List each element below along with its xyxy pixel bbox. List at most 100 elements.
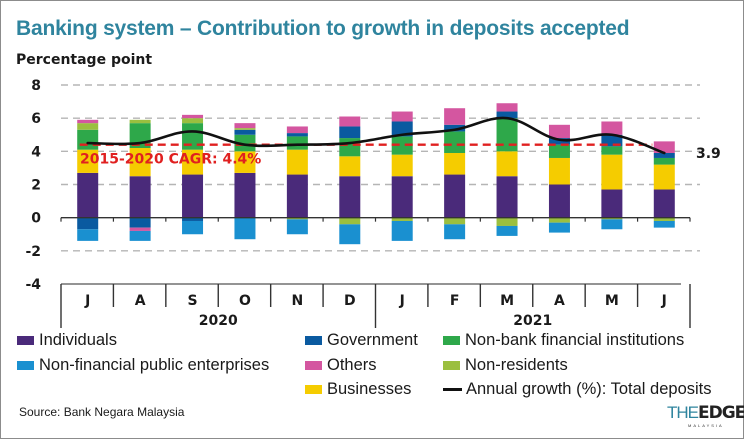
bar-segment-government <box>496 111 518 119</box>
bar-segment-others <box>601 121 623 135</box>
bar-segment-individuals <box>653 189 675 218</box>
legend-item-nonresidents: Non-residents <box>443 356 568 375</box>
bar-segment-government <box>391 121 413 137</box>
legend-label: Non-bank financial institutions <box>465 331 685 349</box>
bars <box>77 103 675 245</box>
bar-segment-businesses <box>391 154 413 177</box>
x-tick-label: A <box>554 293 565 309</box>
bar-segment-nonresidents <box>77 123 99 130</box>
bar-segment-individuals <box>601 189 623 218</box>
bar-segment-businesses <box>548 157 570 185</box>
legend-item-nfpe: Non-financial public enterprises <box>17 356 269 375</box>
y-tick-label: -4 <box>25 277 41 293</box>
logo-edge: EDGE <box>698 403 744 423</box>
bar-segment-others <box>548 124 570 139</box>
bar-segment-individuals <box>286 174 308 218</box>
bar-segment-nfpe <box>182 220 204 235</box>
bar-segment-businesses <box>496 151 518 177</box>
bar-segment-others <box>653 141 675 153</box>
x-tick-label: M <box>605 293 619 309</box>
bar-segment-others <box>391 111 413 122</box>
bar-segment-nfpe <box>286 219 308 235</box>
bar-segment-nonresidents <box>496 217 518 226</box>
legend-swatch-nonresidents <box>443 361 460 370</box>
bar-segment-businesses <box>286 149 308 175</box>
bar-segment-nbfi <box>391 136 413 155</box>
bar-segment-nbfi <box>653 157 675 165</box>
bar-segment-government <box>601 134 623 147</box>
legend-label: Government <box>327 331 418 349</box>
legend-swatch-government <box>305 336 322 345</box>
bar-segment-others <box>339 116 361 127</box>
x-tick-label: N <box>292 293 304 309</box>
bar-segment-businesses <box>234 151 256 173</box>
reference-line-group: 2015-2020 CAGR: 4.4% <box>79 143 653 168</box>
bar-segment-government <box>182 217 204 221</box>
x-tick-label: J <box>399 293 405 309</box>
bar-segment-individuals <box>129 176 151 218</box>
bar-segment-individuals <box>391 176 413 218</box>
chart-title: Banking system – Contribution to growth … <box>16 17 630 40</box>
year-label: 2021 <box>513 313 552 329</box>
x-tick-label: D <box>344 293 356 309</box>
legend-item-total-growth: Annual growth (%): Total deposits <box>443 380 712 399</box>
legend-swatch-individuals <box>17 336 34 345</box>
bar-segment-nbfi <box>548 144 570 158</box>
bar-segment-individuals <box>77 172 99 218</box>
legend-label: Individuals <box>39 331 117 349</box>
bar-segment-businesses <box>601 154 623 190</box>
bar-segment-nonresidents <box>234 128 256 130</box>
legend-item-others: Others <box>305 356 377 375</box>
total-growth-line <box>86 116 666 155</box>
bar-segment-nbfi <box>286 136 308 150</box>
x-tick-label: O <box>239 293 251 309</box>
legend-label: Others <box>327 356 377 374</box>
bar-segment-government <box>77 217 99 230</box>
cagr-label: 2015-2020 CAGR: 4.4% <box>80 152 261 168</box>
bar-segment-nonresidents <box>286 217 308 220</box>
bar-segment-others <box>496 103 518 112</box>
bar-segment-nbfi <box>601 146 623 155</box>
bar-segment-government <box>129 217 151 228</box>
legend-item-nbfi: Non-bank financial institutions <box>443 331 684 350</box>
bar-segment-individuals <box>339 176 361 218</box>
y-tick-labels: 8 6 4 2 0 -2 -4 <box>25 78 41 293</box>
bar-segment-nfpe <box>339 224 361 245</box>
x-tick-label: F <box>450 293 460 309</box>
logo-subtitle: MALAYSIA <box>688 423 724 428</box>
bar-segment-others <box>77 119 99 124</box>
bar-segment-individuals <box>548 184 570 218</box>
bar-segment-nfpe <box>548 222 570 233</box>
legend-swatch-nfpe <box>17 361 34 370</box>
bar-segment-others <box>129 227 151 231</box>
gridlines <box>61 84 700 252</box>
bar-segment-nfpe <box>234 217 256 240</box>
y-axis-label: Percentage point <box>16 52 153 68</box>
legend-label: Annual growth (%): Total deposits <box>466 380 712 398</box>
bar-segment-others <box>234 123 256 129</box>
y-tick-label: -2 <box>25 244 41 260</box>
bar-segment-nfpe <box>653 220 675 228</box>
bar-segment-nonresidents <box>601 217 623 220</box>
bar-segment-government <box>653 152 675 158</box>
x-tick-label: J <box>661 293 667 309</box>
y-tick-label: 4 <box>31 144 41 160</box>
bar-segment-nfpe <box>444 224 466 240</box>
y-tick-label: 8 <box>31 78 41 94</box>
bar-segment-others <box>286 126 308 134</box>
legend-label: Non-residents <box>465 356 568 374</box>
y-tick-label: 2 <box>31 178 41 194</box>
x-axis: J A S O N D J F M A M J 2020 2021 <box>60 216 691 329</box>
legend-swatch-businesses <box>305 385 322 394</box>
legend-item-government: Government <box>305 331 418 350</box>
bar-segment-nonresidents <box>339 217 361 225</box>
bar-segment-nfpe <box>601 219 623 230</box>
bar-segment-individuals <box>182 174 204 218</box>
bar-segment-nfpe <box>391 220 413 241</box>
bar-segment-nfpe <box>77 229 99 241</box>
bar-segment-businesses <box>444 152 466 175</box>
y-tick-label: 0 <box>31 211 41 227</box>
legend-swatch-nbfi <box>443 336 460 345</box>
bar-segment-others <box>182 114 204 119</box>
bar-segment-nonresidents <box>444 217 466 225</box>
